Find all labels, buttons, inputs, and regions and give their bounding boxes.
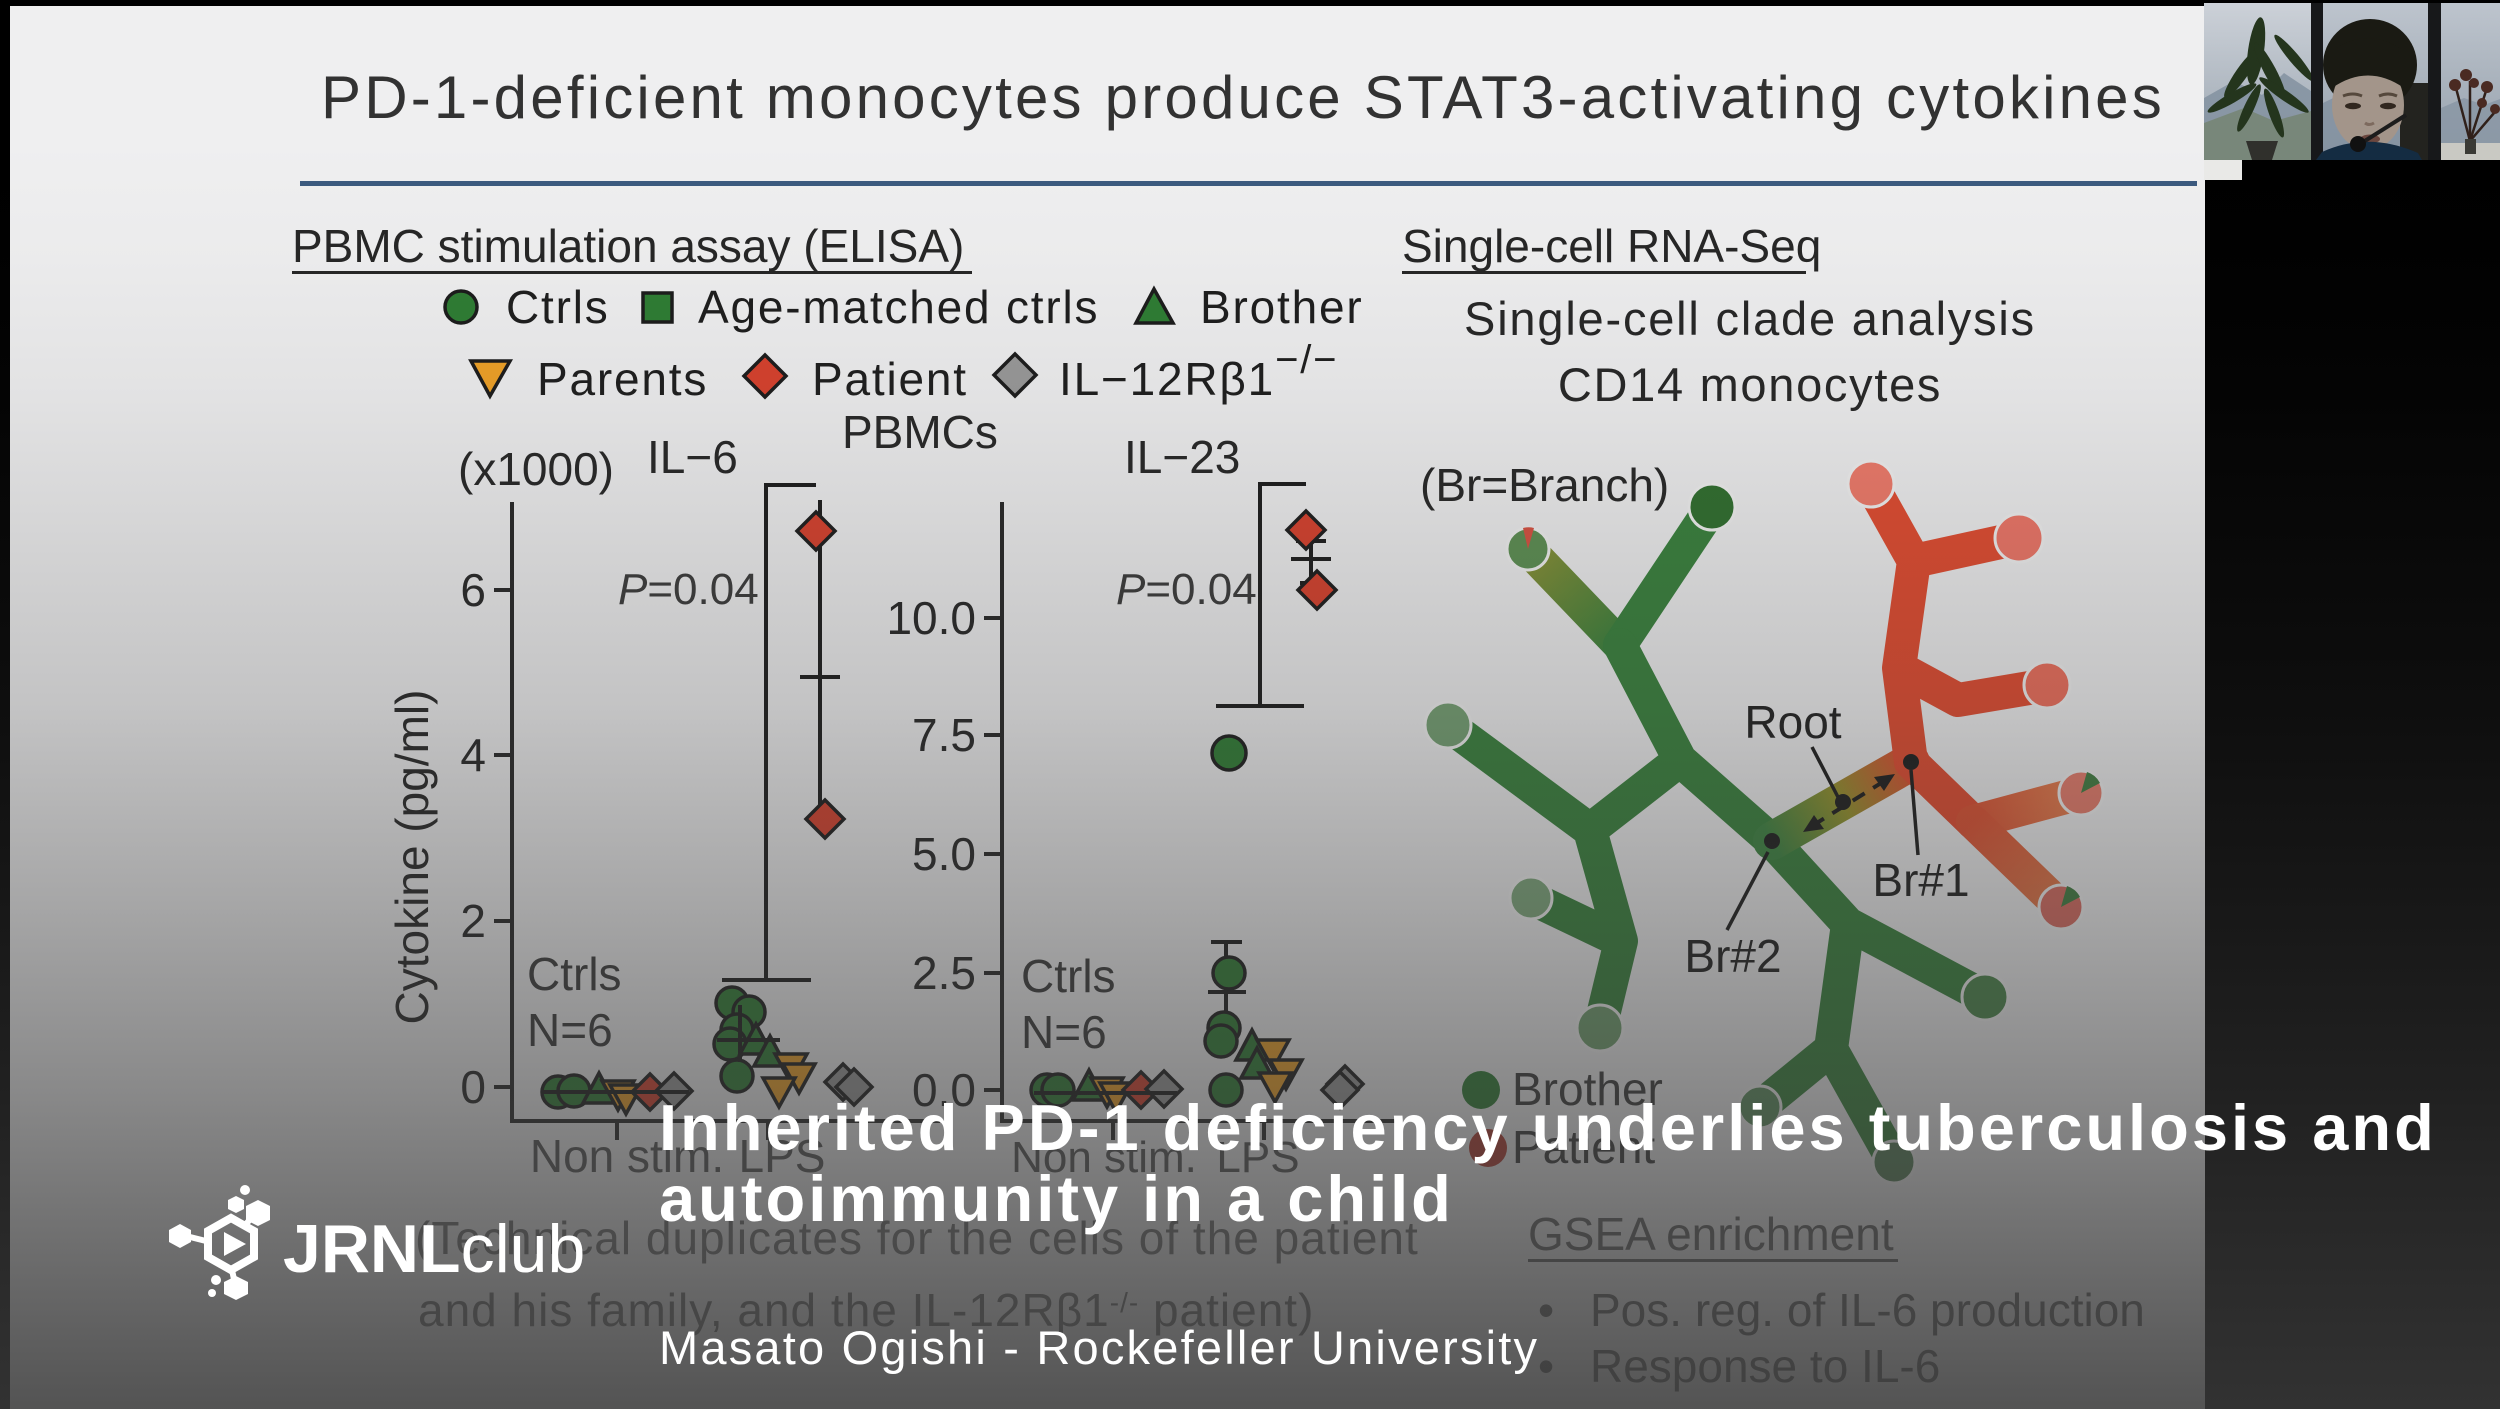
svg-text:autoimmunity in a child: autoimmunity in a child <box>659 1162 1454 1235</box>
svg-text:Inherited PD-1 deficiency unde: Inherited PD-1 deficiency underlies tube… <box>659 1091 2437 1164</box>
svg-text:Masato Ogishi - Rockefeller Un: Masato Ogishi - Rockefeller University <box>659 1321 1539 1374</box>
svg-text:JRNLclub: JRNLclub <box>283 1211 585 1287</box>
